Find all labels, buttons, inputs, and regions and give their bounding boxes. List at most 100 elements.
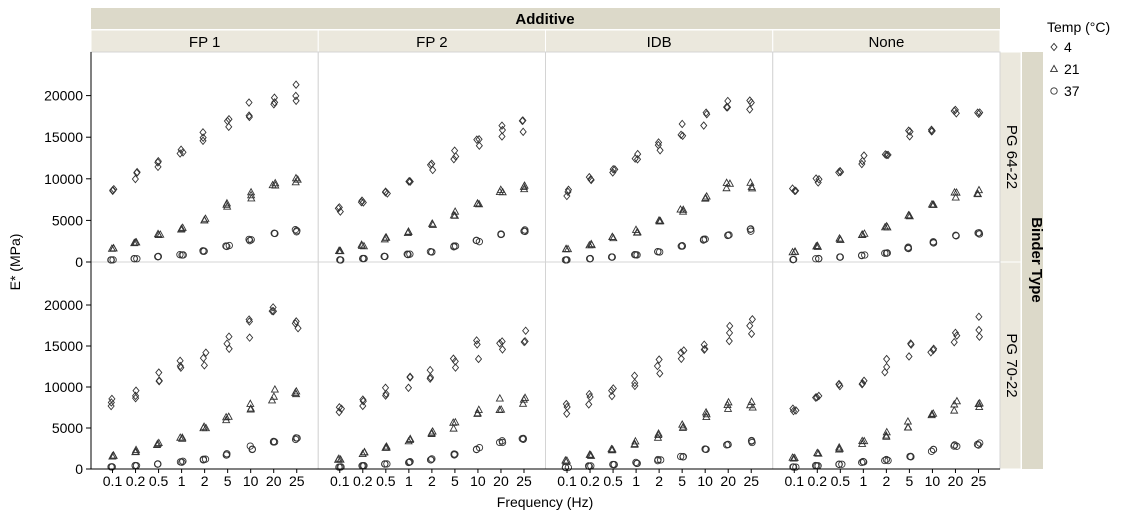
data-point — [883, 150, 891, 160]
data-point — [225, 114, 233, 124]
data-point — [564, 185, 573, 195]
column-strip-label: None — [868, 34, 904, 51]
data-point — [974, 441, 983, 449]
data-point — [496, 338, 504, 348]
data-point — [813, 242, 823, 250]
data-point — [269, 306, 278, 316]
data-point — [610, 460, 618, 469]
y-axis-label: E* (MPa) — [7, 234, 23, 291]
data-point — [747, 225, 755, 233]
y-tick-label: 20000 — [44, 88, 83, 104]
data-point — [746, 178, 755, 186]
data-point — [337, 463, 345, 471]
data-point — [608, 391, 616, 401]
data-point — [631, 154, 639, 163]
data-point — [974, 185, 984, 194]
data-point — [475, 443, 484, 452]
data-point — [154, 230, 163, 238]
x-tick-label: 0.1 — [557, 473, 577, 489]
data-point — [748, 314, 756, 324]
data-point — [586, 255, 594, 263]
data-point — [498, 121, 506, 130]
data-point — [132, 386, 140, 395]
column-facet-title-bar — [91, 8, 1000, 29]
x-tick-label: 1 — [632, 473, 640, 489]
data-point — [292, 96, 300, 106]
data-point — [950, 441, 959, 449]
data-point — [725, 336, 733, 346]
data-point — [109, 450, 118, 459]
data-point — [519, 127, 527, 137]
data-point — [950, 405, 959, 414]
x-tick-label: 0.1 — [785, 473, 805, 489]
data-point — [178, 434, 187, 442]
x-tick-label: 25 — [516, 473, 532, 489]
data-point — [248, 445, 256, 454]
data-point — [790, 453, 799, 461]
data-point — [405, 435, 415, 443]
data-point — [927, 447, 936, 455]
y-tick-label: 5000 — [52, 212, 83, 228]
data-point — [657, 456, 665, 464]
y-tick-label: 10000 — [44, 379, 83, 395]
data-point — [858, 156, 867, 166]
data-point — [382, 233, 391, 241]
data-point — [291, 173, 301, 182]
data-point — [270, 229, 278, 237]
data-point — [747, 98, 755, 107]
data-point — [223, 202, 232, 210]
panel-points — [107, 80, 302, 264]
data-point — [859, 457, 867, 466]
data-point — [223, 450, 231, 458]
data-point — [585, 389, 593, 399]
data-point — [496, 185, 505, 193]
data-point — [107, 256, 115, 264]
data-point — [359, 396, 367, 406]
data-point — [381, 460, 389, 468]
data-point — [359, 254, 367, 263]
x-tick-label: 1 — [178, 473, 186, 489]
data-point — [201, 423, 211, 432]
data-point — [222, 242, 230, 250]
data-point — [406, 458, 414, 466]
data-point — [131, 391, 140, 401]
data-point — [521, 337, 529, 346]
y-tick-label: 10000 — [44, 171, 83, 187]
x-tick-label: 0.5 — [376, 473, 396, 489]
data-point — [107, 463, 115, 471]
data-point — [858, 251, 866, 259]
column-facet-title: Additive — [515, 11, 574, 28]
data-point — [881, 456, 889, 465]
data-point — [608, 444, 617, 453]
data-point — [495, 405, 504, 413]
data-point — [522, 326, 530, 336]
data-point — [700, 345, 708, 354]
data-point — [905, 352, 913, 361]
data-point — [225, 241, 233, 250]
y-tick-label: 15000 — [44, 129, 83, 145]
data-point — [585, 172, 593, 182]
data-point — [155, 376, 163, 385]
x-tick-label: 20 — [493, 473, 509, 489]
data-point — [381, 383, 390, 393]
data-point — [609, 168, 617, 177]
x-tick-label: 0.2 — [808, 473, 828, 489]
data-point — [789, 404, 797, 413]
data-point — [358, 449, 367, 457]
data-point — [656, 145, 664, 155]
data-point — [335, 402, 343, 412]
data-point — [334, 204, 342, 213]
data-point — [835, 460, 843, 468]
data-point — [451, 242, 460, 250]
data-point — [950, 399, 959, 408]
row-strip-label: PG 64-22 — [1003, 125, 1020, 189]
data-point — [246, 237, 254, 245]
y-tick-label: 15000 — [44, 338, 83, 354]
data-point — [930, 344, 938, 354]
data-point — [975, 398, 984, 407]
data-point — [858, 159, 866, 169]
data-point — [679, 131, 687, 141]
data-point — [882, 455, 890, 464]
data-point — [608, 386, 616, 395]
data-point — [427, 428, 436, 436]
